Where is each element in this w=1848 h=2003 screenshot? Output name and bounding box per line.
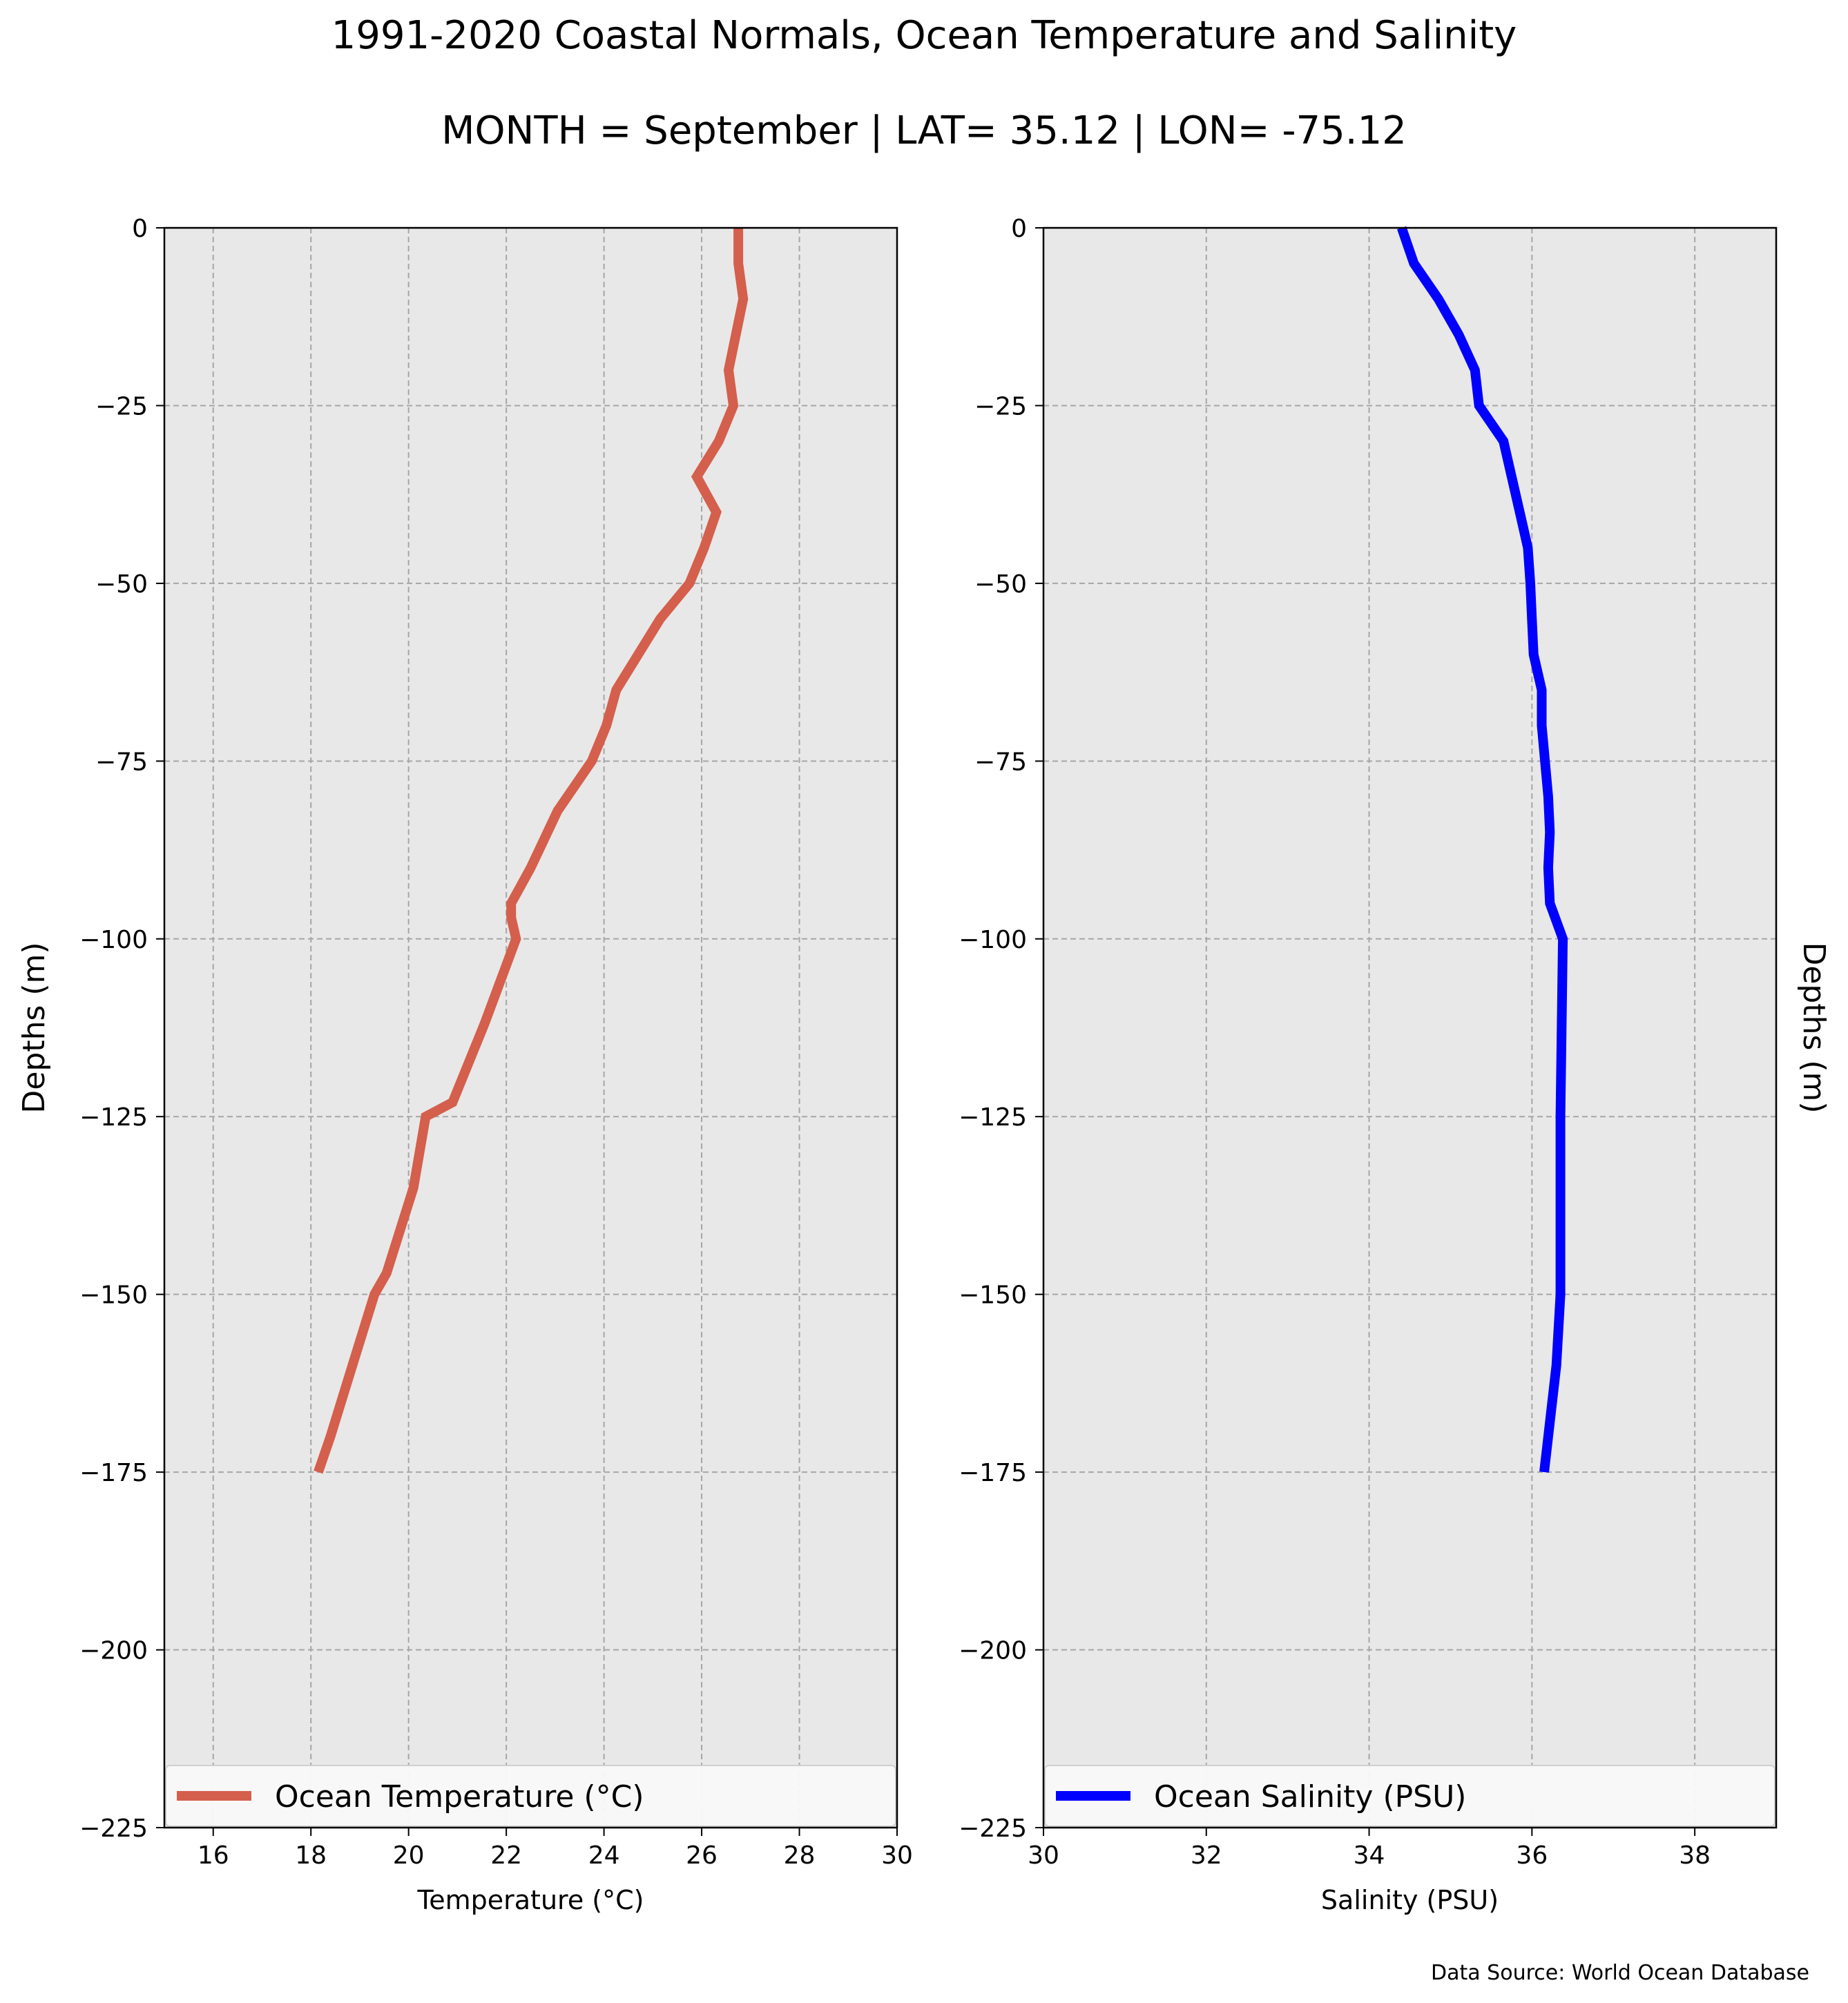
- salinity-y-axis-label: Depths (m): [1796, 942, 1831, 1113]
- temperature-y-tick-label: −75: [95, 748, 148, 776]
- temperature-panel: Ocean Temperature (°C) 16 18 20 22 24 26 28 30 0 −…: [17, 215, 913, 1915]
- salinity-axes-frame: [1042, 226, 1778, 1829]
- salinity-y-tick-label: −200: [959, 1637, 1027, 1665]
- salinity-x-tick-label: 32: [1191, 1841, 1222, 1870]
- temperature-legend-label: Ocean Temperature (°C): [275, 1779, 644, 1815]
- temperature-plot-area: [164, 228, 897, 1828]
- salinity-plot-area: [1043, 228, 1776, 1828]
- temperature-x-tick-label: 24: [588, 1841, 620, 1870]
- chart-subtitle: MONTH = September | LAT= 35.12 | LON= -7…: [441, 108, 1407, 153]
- temperature-y-axis-label: Depths (m): [17, 942, 52, 1113]
- salinity-y-tick-label: −75: [974, 748, 1027, 776]
- temperature-y-tick-label: 0: [132, 215, 148, 243]
- salinity-series-line: [1397, 226, 1568, 1473]
- data-source-note: Data Source: World Ocean Database: [1431, 1961, 1809, 1985]
- salinity-y-tick-label: −50: [974, 570, 1027, 599]
- temperature-y-tick-label: −175: [79, 1459, 148, 1487]
- salinity-x-axis-label: Salinity (PSU): [1321, 1885, 1499, 1915]
- salinity-y-tick-label: 0: [1011, 215, 1027, 243]
- temperature-series-line: [314, 228, 749, 1474]
- temperature-legend: [165, 1765, 896, 1827]
- salinity-panel: Ocean Salinity (PSU) 30 32 34 36 38 0 −25 −50 −75…: [959, 215, 1831, 1915]
- temperature-y-tick-label: −125: [79, 1103, 148, 1132]
- salinity-x-tick-label: 36: [1516, 1841, 1548, 1870]
- salinity-y-tick-label: −150: [959, 1281, 1027, 1310]
- salinity-x-tick-label: 30: [1028, 1841, 1059, 1870]
- salinity-x-tick-label: 34: [1354, 1841, 1385, 1870]
- temperature-x-tick-label: 22: [490, 1841, 522, 1870]
- chart-title: 1991-2020 Coastal Normals, Ocean Tempera…: [331, 13, 1517, 58]
- salinity-x-tick-label: 38: [1679, 1841, 1711, 1870]
- temperature-x-tick-label: 30: [881, 1841, 913, 1870]
- temperature-x-tick-label: 26: [686, 1841, 718, 1870]
- temperature-y-tick-label: −50: [95, 570, 148, 599]
- salinity-y-tick-label: −125: [959, 1103, 1027, 1132]
- temperature-y-tick-label: −225: [79, 1815, 148, 1843]
- temperature-x-axis-label: Temperature (°C): [417, 1885, 644, 1915]
- temperature-y-tick-label: −150: [79, 1281, 148, 1310]
- temperature-x-tick-label: 16: [198, 1841, 229, 1870]
- temperature-axes-frame: [163, 226, 898, 1829]
- salinity-legend-label: Ocean Salinity (PSU): [1154, 1779, 1466, 1815]
- salinity-legend: [1044, 1765, 1775, 1827]
- temperature-x-tick-label: 18: [295, 1841, 327, 1870]
- salinity-y-tick-label: −25: [974, 392, 1027, 420]
- temperature-x-tick-label: 28: [784, 1841, 816, 1870]
- temperature-x-tick-label: 20: [393, 1841, 425, 1870]
- temperature-y-tick-label: −200: [79, 1637, 148, 1665]
- temperature-y-tick-label: −25: [95, 392, 148, 420]
- temperature-y-tick-label: −100: [79, 926, 148, 954]
- salinity-y-tick-label: −225: [959, 1815, 1027, 1843]
- salinity-y-tick-label: −100: [959, 926, 1027, 954]
- salinity-y-tick-label: −175: [959, 1459, 1027, 1487]
